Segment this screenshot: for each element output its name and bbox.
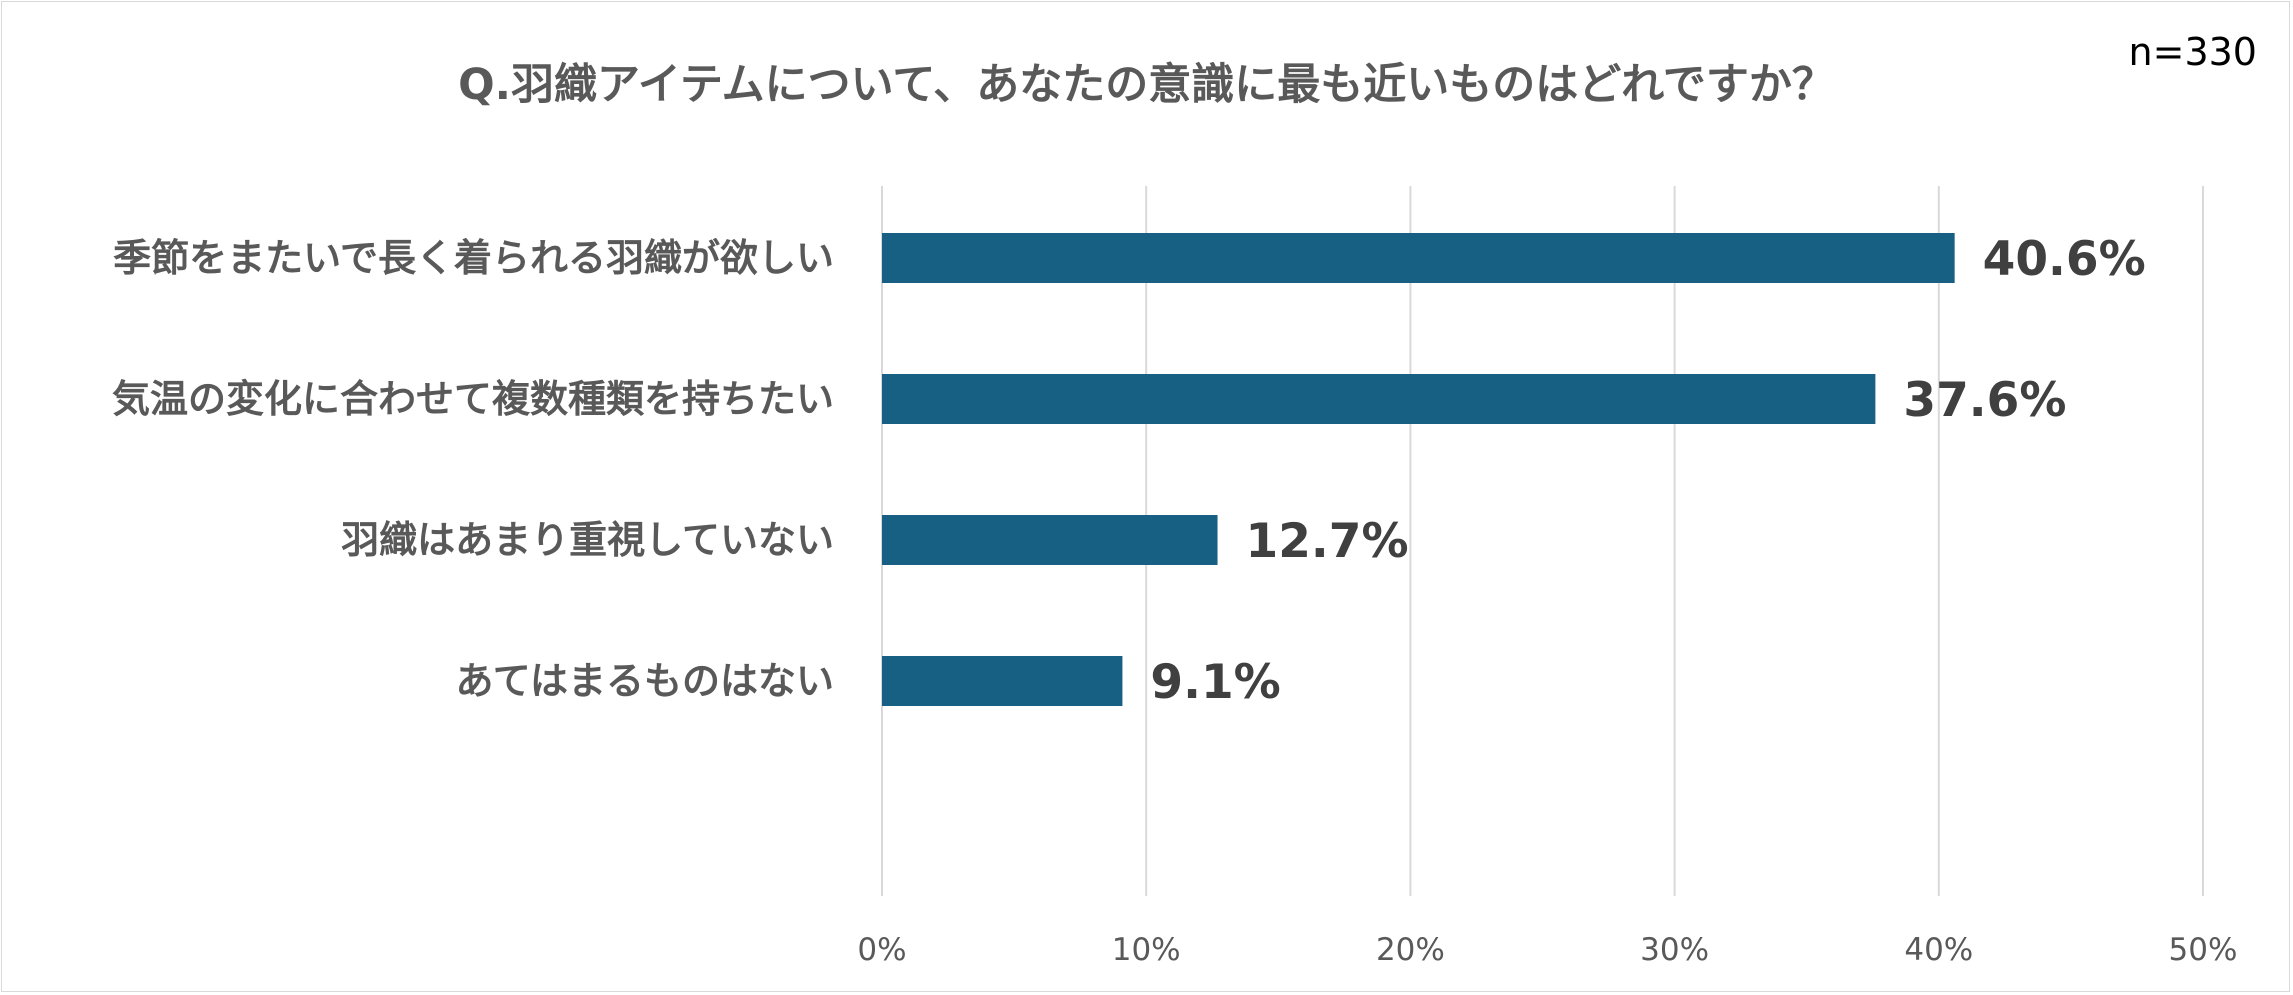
bar (882, 233, 1955, 283)
bar (882, 656, 1123, 706)
bars (882, 233, 1955, 706)
category-label: 羽織はあまり重視していない (341, 518, 834, 562)
data-label: 40.6% (1983, 232, 2146, 287)
x-tick-label: 40% (1904, 932, 1973, 968)
category-label: 気温の変化に合わせて複数種類を持ちたい (112, 377, 834, 421)
x-tick-label: 0% (857, 932, 906, 968)
bar (882, 374, 1876, 424)
bar (882, 515, 1218, 565)
data-label: 37.6% (1903, 373, 2066, 428)
labels: 0% 10% 20% 30% 40% 50% 季節をまたいで長く着られる羽織が欲しい 40.6… (112, 232, 2237, 968)
category-label: あてはまるものはない (456, 659, 834, 703)
x-tick-label: 20% (1376, 932, 1445, 968)
sample-size-label: n=330 (2128, 30, 2257, 74)
x-tick-label: 10% (1112, 932, 1181, 968)
chart-title: Q.羽織アイテムについて、あなたの意識に最も近いものはどれですか？ (458, 60, 1835, 110)
data-label: 9.1% (1150, 655, 1280, 710)
data-label: 12.7% (1246, 514, 1409, 569)
x-tick-label: 30% (1640, 932, 1709, 968)
x-tick-label: 50% (2169, 932, 2238, 968)
category-label: 季節をまたいで長く着られる羽織が欲しい (113, 236, 834, 280)
